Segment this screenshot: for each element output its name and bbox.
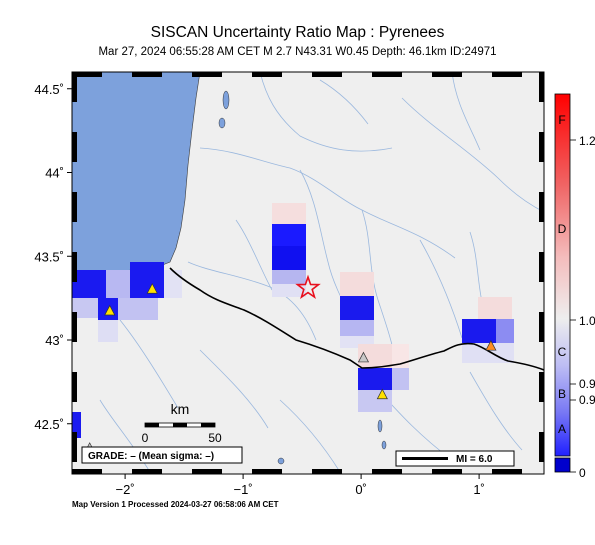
lon-label: 0˚ bbox=[355, 482, 367, 497]
station-triangle-icon bbox=[376, 388, 388, 400]
map-subtitle: Mar 27, 2024 06:55:28 AM CET M 2.7 N43.3… bbox=[98, 46, 497, 58]
mi-box bbox=[395, 450, 515, 467]
lat-label: 44˚ bbox=[45, 166, 64, 181]
colorbar-grade-f: F bbox=[558, 113, 565, 127]
colorbar-value-0-9a: 0.9 bbox=[579, 377, 595, 391]
grade-text: GRADE: – (Mean sigma: –) bbox=[88, 451, 214, 462]
national-border bbox=[169, 267, 544, 371]
lake bbox=[381, 440, 387, 450]
lake bbox=[277, 457, 285, 465]
epicenter-star-icon bbox=[295, 274, 321, 300]
station-triangle-icon bbox=[146, 282, 158, 294]
colorbar-value-0: 0 bbox=[579, 466, 586, 480]
lake bbox=[377, 419, 383, 433]
colorbar-grade-b: B bbox=[558, 387, 566, 401]
latitude-labels: 44.5˚ 44˚ 43.5˚ 43˚ 42.5˚ bbox=[34, 82, 72, 432]
frame-ticks bbox=[72, 72, 544, 474]
scalebar-max-label: 50 bbox=[208, 431, 222, 445]
station-triangle-icon bbox=[104, 304, 116, 316]
station-triangle-icon bbox=[357, 351, 370, 363]
station-triangle-icon bbox=[485, 339, 497, 351]
scalebar-min-label: 0 bbox=[142, 431, 149, 445]
ratio-cells bbox=[72, 203, 514, 438]
grade-box bbox=[81, 446, 243, 464]
lake bbox=[218, 117, 226, 129]
lon-label: −1˚ bbox=[234, 482, 253, 497]
lat-label: 43.5˚ bbox=[34, 249, 64, 264]
colorbar-grade-d: D bbox=[558, 222, 567, 236]
map-footer: Map Version 1 Processed 2024-03-27 06:58… bbox=[72, 500, 279, 509]
longitude-labels: −2˚ −1˚ 0˚ 1˚ bbox=[116, 474, 485, 497]
mi-text: MI = 6.0 bbox=[456, 454, 493, 465]
lon-label: −2˚ bbox=[116, 482, 135, 497]
colorbar bbox=[554, 93, 571, 457]
lat-label: 44.5˚ bbox=[34, 82, 64, 97]
colorbar-zero-block bbox=[554, 457, 571, 473]
colorbar-value-1-0: 1.0 bbox=[579, 314, 595, 328]
map-title: SISCAN Uncertainty Ratio Map : Pyrenees bbox=[150, 24, 445, 41]
lon-label: 1˚ bbox=[473, 482, 485, 497]
scalebar-title: km bbox=[171, 401, 190, 417]
colorbar-grade-c: C bbox=[558, 345, 567, 359]
lat-label: 42.5˚ bbox=[34, 417, 64, 432]
lake bbox=[222, 90, 230, 110]
colorbar-value-1-2: 1.2 bbox=[579, 134, 595, 148]
colorbar-grade-a: A bbox=[558, 422, 566, 436]
colorbar-value-0-9b: 0.9 bbox=[579, 393, 595, 407]
lat-label: 43˚ bbox=[45, 333, 64, 348]
